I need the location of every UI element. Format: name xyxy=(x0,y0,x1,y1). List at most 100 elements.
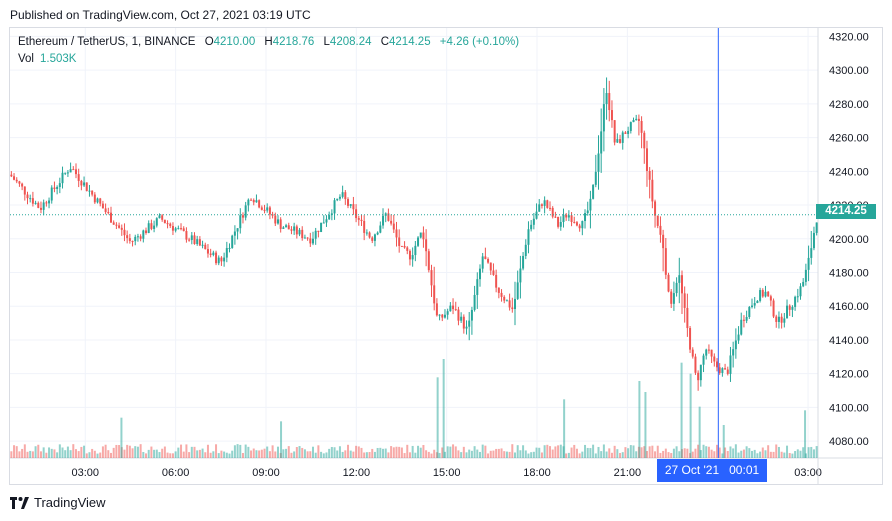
candle-body xyxy=(196,239,199,245)
volume-bar xyxy=(50,448,53,458)
candle-body xyxy=(457,309,460,321)
candle-body xyxy=(476,279,479,295)
volume-bar xyxy=(352,451,355,458)
candle-body xyxy=(352,204,355,210)
volume-bar xyxy=(48,447,51,458)
volume-bar xyxy=(336,450,339,458)
volume-bar xyxy=(643,446,646,458)
candle-body xyxy=(206,249,209,254)
volume-bar xyxy=(56,452,59,458)
volume-bar xyxy=(223,451,226,458)
volume-bar xyxy=(624,447,627,458)
candle-body xyxy=(263,209,266,211)
volume-bar xyxy=(39,451,42,458)
y-tick-label: 4080.00 xyxy=(829,436,869,448)
volume-bar xyxy=(158,452,161,458)
candle-body xyxy=(632,120,635,123)
x-tick-label: 21:00 xyxy=(614,467,642,479)
volume-bar xyxy=(751,450,754,458)
volume-bar xyxy=(287,446,290,458)
candle-body xyxy=(104,208,107,213)
volume-bar xyxy=(400,447,403,458)
volume-bar xyxy=(769,451,772,458)
candle-body xyxy=(66,172,69,174)
volume-bar xyxy=(301,447,304,458)
volume-bar xyxy=(344,450,347,458)
candle-body xyxy=(360,219,363,221)
candle-body xyxy=(462,316,465,329)
volume-bar xyxy=(592,444,595,458)
candle-body xyxy=(481,256,484,269)
candle-body xyxy=(594,171,597,185)
footer-brand[interactable]: TradingView xyxy=(10,495,106,510)
candle-body xyxy=(489,262,492,271)
candle-body xyxy=(209,253,212,255)
volume-bar xyxy=(347,444,350,458)
volume-bar xyxy=(446,446,449,458)
candle-body xyxy=(578,225,581,229)
candle-body xyxy=(761,290,764,297)
candle-body xyxy=(562,214,565,223)
candle-body xyxy=(26,194,29,199)
candle-body xyxy=(53,187,56,189)
volume-bar xyxy=(602,444,605,458)
candle-body xyxy=(670,291,673,304)
candle-body xyxy=(72,169,75,171)
candle-body xyxy=(710,349,713,357)
volume-bar xyxy=(69,450,72,458)
volume-bar xyxy=(438,452,441,458)
candle-body xyxy=(134,236,137,242)
candle-body xyxy=(317,230,320,232)
volume-bar xyxy=(492,450,495,458)
candle-body xyxy=(169,223,172,227)
volume-bar xyxy=(659,452,662,458)
candle-body xyxy=(584,213,587,222)
candle-body xyxy=(147,223,150,234)
candle-body xyxy=(400,245,403,247)
candle-body xyxy=(546,200,549,208)
volume-bar xyxy=(241,452,244,458)
candle-body xyxy=(93,194,96,203)
volume-bar xyxy=(508,451,511,458)
candle-body xyxy=(228,247,231,249)
candle-body xyxy=(570,215,573,222)
volume-bar xyxy=(441,447,444,458)
candle-body xyxy=(554,216,557,218)
volume-bar xyxy=(427,451,430,458)
volume-bar xyxy=(454,446,457,458)
candle-body xyxy=(694,356,697,373)
candle-body xyxy=(128,238,131,241)
candle-body xyxy=(759,290,762,301)
candle-body xyxy=(422,232,425,240)
volume-bar xyxy=(91,448,94,458)
candle-body xyxy=(511,307,514,310)
volume-bar xyxy=(201,448,204,458)
volume-bar xyxy=(131,448,134,458)
candle-body xyxy=(110,212,112,223)
candle-body xyxy=(775,316,778,322)
candle-body xyxy=(314,230,317,239)
candle-body xyxy=(443,314,446,318)
open-label: O xyxy=(204,36,214,48)
volume-bar xyxy=(166,452,169,458)
open-value: 4210.00 xyxy=(213,36,256,48)
volume-bar xyxy=(780,451,783,458)
candle-body xyxy=(395,229,398,238)
volume-bar xyxy=(209,452,212,458)
candle-body xyxy=(716,361,718,368)
candle-body xyxy=(145,230,148,234)
candle-body xyxy=(600,131,603,154)
volume-bar xyxy=(436,377,439,458)
volume-bar xyxy=(23,444,26,458)
volume-bar xyxy=(753,449,756,458)
volume-bar xyxy=(258,450,261,458)
volume-bar xyxy=(285,448,288,458)
volume-bar xyxy=(600,451,603,458)
volume-bar xyxy=(734,444,737,458)
candle-body xyxy=(255,200,258,203)
volume-bar xyxy=(298,446,301,458)
volume-bar xyxy=(651,445,654,458)
volume-bar xyxy=(357,446,360,458)
volume-bar xyxy=(150,446,153,458)
